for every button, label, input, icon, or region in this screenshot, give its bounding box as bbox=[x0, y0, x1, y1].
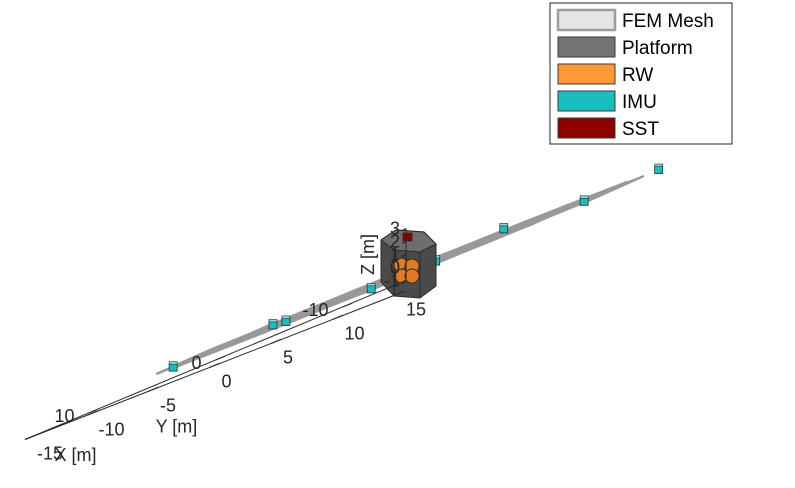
y-tick-mark bbox=[86, 410, 97, 416]
imu-top bbox=[281, 315, 291, 319]
platform bbox=[380, 229, 437, 299]
legend-item: Platform bbox=[557, 36, 693, 59]
imu-marker bbox=[579, 195, 589, 206]
platform-body bbox=[380, 229, 437, 299]
x-tick-mark bbox=[88, 408, 99, 414]
x-tick-label: -10 bbox=[302, 300, 328, 320]
legend-label: IMU bbox=[622, 92, 657, 113]
mesh-element bbox=[546, 198, 592, 219]
y-tick-mark bbox=[270, 338, 282, 344]
rw-marker bbox=[404, 268, 420, 284]
y-tick-label: 10 bbox=[345, 324, 365, 344]
imu-marker bbox=[366, 283, 376, 294]
legend-item: IMU bbox=[557, 90, 657, 113]
imu-marker bbox=[281, 315, 291, 326]
x-tick-label: 0 bbox=[191, 353, 201, 373]
legend-item: FEM Mesh bbox=[556, 8, 714, 32]
z-tick-mark bbox=[401, 254, 407, 257]
imu-top bbox=[579, 195, 589, 199]
y-tick-mark bbox=[332, 314, 343, 320]
legend: FEM Mesh Platform RW IMU SST bbox=[549, 2, 733, 145]
legend-item: RW bbox=[557, 63, 653, 86]
z-tick-label: 3 bbox=[390, 219, 400, 239]
x-tick-mark bbox=[342, 302, 353, 308]
y-tick-mark bbox=[147, 386, 159, 392]
legend-swatch bbox=[557, 117, 616, 139]
y-tick-label: 15 bbox=[406, 300, 426, 320]
legend-swatch bbox=[556, 8, 617, 32]
legend-item: SST bbox=[557, 117, 659, 140]
z-tick-mark bbox=[401, 228, 407, 231]
legend-label: FEM Mesh bbox=[622, 11, 714, 32]
sst-marker bbox=[402, 232, 413, 242]
legend-swatch bbox=[557, 63, 616, 85]
z-axis-label: Z [m] bbox=[358, 234, 378, 275]
legend-label: SST bbox=[622, 119, 659, 140]
x-axis-label: X [m] bbox=[54, 445, 96, 465]
imu-marker bbox=[168, 361, 178, 372]
y-tick-label: 5 bbox=[283, 348, 293, 368]
x-tick-mark bbox=[215, 355, 226, 361]
imu-top bbox=[366, 283, 376, 287]
legend-swatch bbox=[557, 90, 616, 112]
imu-top bbox=[654, 163, 663, 167]
y-tick-mark bbox=[24, 434, 36, 440]
z-tick-label: -1 bbox=[384, 271, 400, 291]
mesh-element bbox=[290, 303, 336, 323]
mesh-element bbox=[447, 239, 493, 260]
x-tick-label: 10 bbox=[54, 406, 74, 426]
imu-top bbox=[499, 223, 509, 227]
y-tick-label: 0 bbox=[222, 372, 232, 392]
imu-top bbox=[168, 361, 178, 365]
z-tick-label: 2 bbox=[390, 232, 400, 252]
y-axis-label: Y [m] bbox=[156, 416, 198, 436]
z-tick-label: 1 bbox=[390, 245, 400, 265]
z-tick-label: 0 bbox=[390, 258, 400, 278]
z-tick-mark bbox=[401, 280, 407, 283]
imu-top bbox=[268, 319, 278, 323]
mesh-element bbox=[490, 222, 536, 242]
imu-marker bbox=[268, 319, 278, 330]
imu-marker bbox=[499, 223, 509, 234]
y-tick-label: -10 bbox=[99, 420, 125, 440]
y-tick-label: -5 bbox=[160, 396, 176, 416]
y-tick-mark bbox=[209, 362, 220, 368]
legend-swatch bbox=[557, 36, 616, 58]
imu-markers bbox=[168, 163, 664, 372]
legend-label: Platform bbox=[622, 38, 693, 59]
y-tick-mark bbox=[393, 290, 405, 296]
legend-label: RW bbox=[622, 65, 653, 86]
imu-marker bbox=[654, 163, 664, 174]
y-tick-label: -15 bbox=[37, 444, 63, 464]
z-tick-mark bbox=[401, 241, 407, 244]
z-tick-mark bbox=[401, 267, 407, 270]
